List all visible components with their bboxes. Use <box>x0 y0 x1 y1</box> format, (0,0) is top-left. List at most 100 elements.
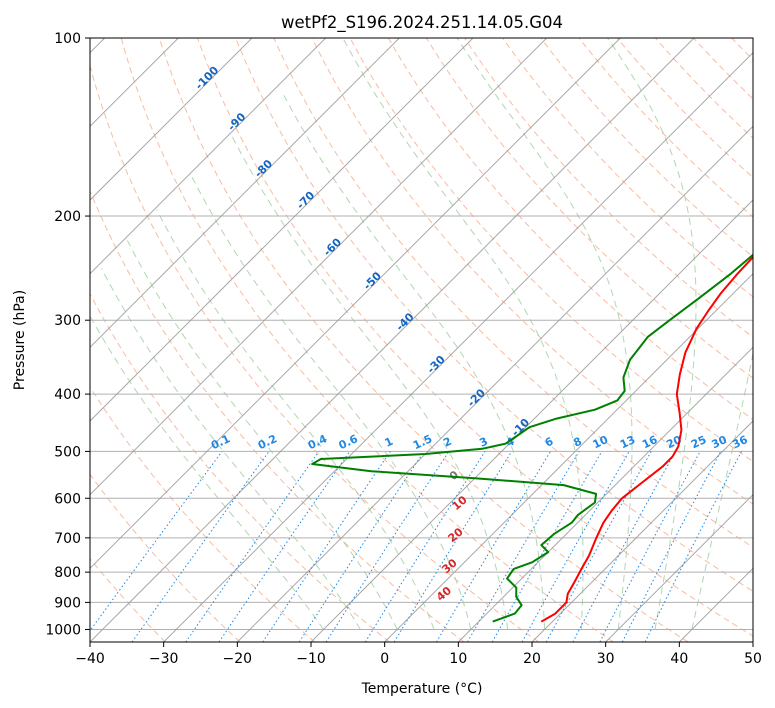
moist-adiabat <box>342 38 584 630</box>
dry-adiabat <box>235 38 753 592</box>
dewpoint-line <box>311 253 753 623</box>
y-tick-label: 800 <box>54 565 81 581</box>
y-tick-label: 600 <box>54 491 81 507</box>
moist-adiabat <box>283 95 545 630</box>
x-tick-label: 10 <box>449 651 467 667</box>
isotherm <box>236 125 753 642</box>
isotherm <box>90 38 695 642</box>
dry-adiabat-label: -40 <box>393 310 416 333</box>
mixing-ratio-label: 8 <box>571 435 583 450</box>
mixing-ratio-line <box>131 451 270 642</box>
mixing-ratio-label: 30 <box>710 433 730 451</box>
y-tick-label: 700 <box>54 531 81 547</box>
mixing-ratio-line <box>325 451 450 642</box>
moist-adiabat <box>607 38 697 630</box>
y-tick-label: 900 <box>54 595 81 611</box>
mixing-ratio-label: 25 <box>689 433 708 451</box>
dry-adiabat <box>311 38 753 505</box>
background-lines <box>90 25 775 642</box>
dry-adiabat <box>731 38 753 61</box>
dry-adiabat <box>90 292 390 642</box>
x-tick-label: −40 <box>75 651 105 667</box>
mixing-ratio-label: 10 <box>591 433 611 451</box>
isotherm <box>310 199 753 642</box>
isotherm <box>678 567 753 642</box>
isotherm <box>90 38 548 496</box>
mixing-ratio-line <box>621 451 722 642</box>
x-tick-label: −30 <box>149 651 179 667</box>
mixing-ratio-line <box>298 451 425 642</box>
moist-adiabat-label: 30 <box>440 556 460 576</box>
isotherm <box>90 38 400 349</box>
y-tick-label: 1000 <box>45 622 81 638</box>
dry-adiabat <box>502 38 753 298</box>
dry-adiabat-label: -30 <box>425 353 448 376</box>
dry-adiabat <box>349 38 753 463</box>
y-tick-label: 500 <box>54 444 81 460</box>
dry-adiabat <box>158 38 689 642</box>
dry-adiabat-label: -60 <box>321 235 344 258</box>
chart-title: wetPf2_S196.2024.251.14.05.G04 <box>281 13 563 33</box>
moist-adiabat <box>190 174 472 630</box>
dry-adiabat-label: -20 <box>465 386 488 409</box>
mixing-ratio-line <box>262 451 391 642</box>
mixing-ratio-line <box>218 451 351 642</box>
mixing-ratio-line <box>521 451 630 642</box>
moist-adiabat <box>156 209 435 630</box>
moist-adiabat-label: 0 <box>447 468 461 483</box>
moist-adiabat <box>126 240 398 630</box>
dry-adiabat-label: -70 <box>294 189 317 212</box>
mixing-ratio-label: 0.4 <box>306 432 329 452</box>
x-tick-label: 50 <box>744 651 762 667</box>
moist-adiabat <box>691 351 753 630</box>
isotherm <box>605 493 753 642</box>
y-tick-label: 200 <box>54 209 81 225</box>
mixing-ratio-label: 16 <box>640 433 660 451</box>
moist-adiabat <box>100 267 361 630</box>
dry-adiabat <box>273 38 753 548</box>
dry-adiabat <box>120 38 614 642</box>
isotherm <box>90 38 474 422</box>
mixing-ratio-label: 2 <box>441 435 453 450</box>
mixing-ratio-label: 6 <box>543 435 556 450</box>
dry-adiabat <box>387 38 753 421</box>
dry-adiabat <box>616 38 753 179</box>
mixing-ratio-line <box>599 451 701 642</box>
mixing-ratio-label: 13 <box>618 433 637 451</box>
moist-adiabat-label: 10 <box>450 493 470 513</box>
x-tick-label: 0 <box>380 651 389 667</box>
x-tick-label: 30 <box>597 651 615 667</box>
dry-adiabat <box>90 385 316 642</box>
mixing-ratio-line <box>545 451 652 642</box>
dry-adiabat <box>757 25 775 642</box>
dry-adiabat-label: -50 <box>361 269 384 292</box>
moist-adiabat <box>90 315 324 630</box>
temperature-line <box>540 255 753 623</box>
mixing-ratio-label: 0.2 <box>256 432 279 452</box>
moist-adiabat-label: 20 <box>446 525 466 545</box>
mixing-ratio-line <box>185 451 320 642</box>
isotherm <box>531 420 753 642</box>
moist-adiabat <box>456 38 633 630</box>
mixing-ratio-line <box>90 451 223 632</box>
x-tick-label: 40 <box>670 651 688 667</box>
y-tick-label: 300 <box>54 313 81 329</box>
y-tick-label: 100 <box>54 31 81 47</box>
dry-adiabat <box>90 473 241 642</box>
dry-adiabat <box>196 38 753 637</box>
series-layer <box>311 253 753 623</box>
dry-adiabat <box>90 63 540 642</box>
y-tick-label: 400 <box>54 387 81 403</box>
axis-ticks: −40 −30 −20 −10 0 10 20 30 40 5010020030040050060… <box>45 31 762 667</box>
mixing-ratio-line <box>467 451 580 642</box>
x-tick-label: −10 <box>296 651 326 667</box>
dry-adiabat-label: -80 <box>252 157 275 180</box>
isotherm <box>752 641 753 642</box>
isotherm <box>457 346 753 642</box>
mixing-ratio-label: 36 <box>730 433 750 451</box>
x-tick-label: 20 <box>523 651 541 667</box>
isotherm <box>90 38 621 570</box>
mixing-ratio-line <box>644 451 742 642</box>
